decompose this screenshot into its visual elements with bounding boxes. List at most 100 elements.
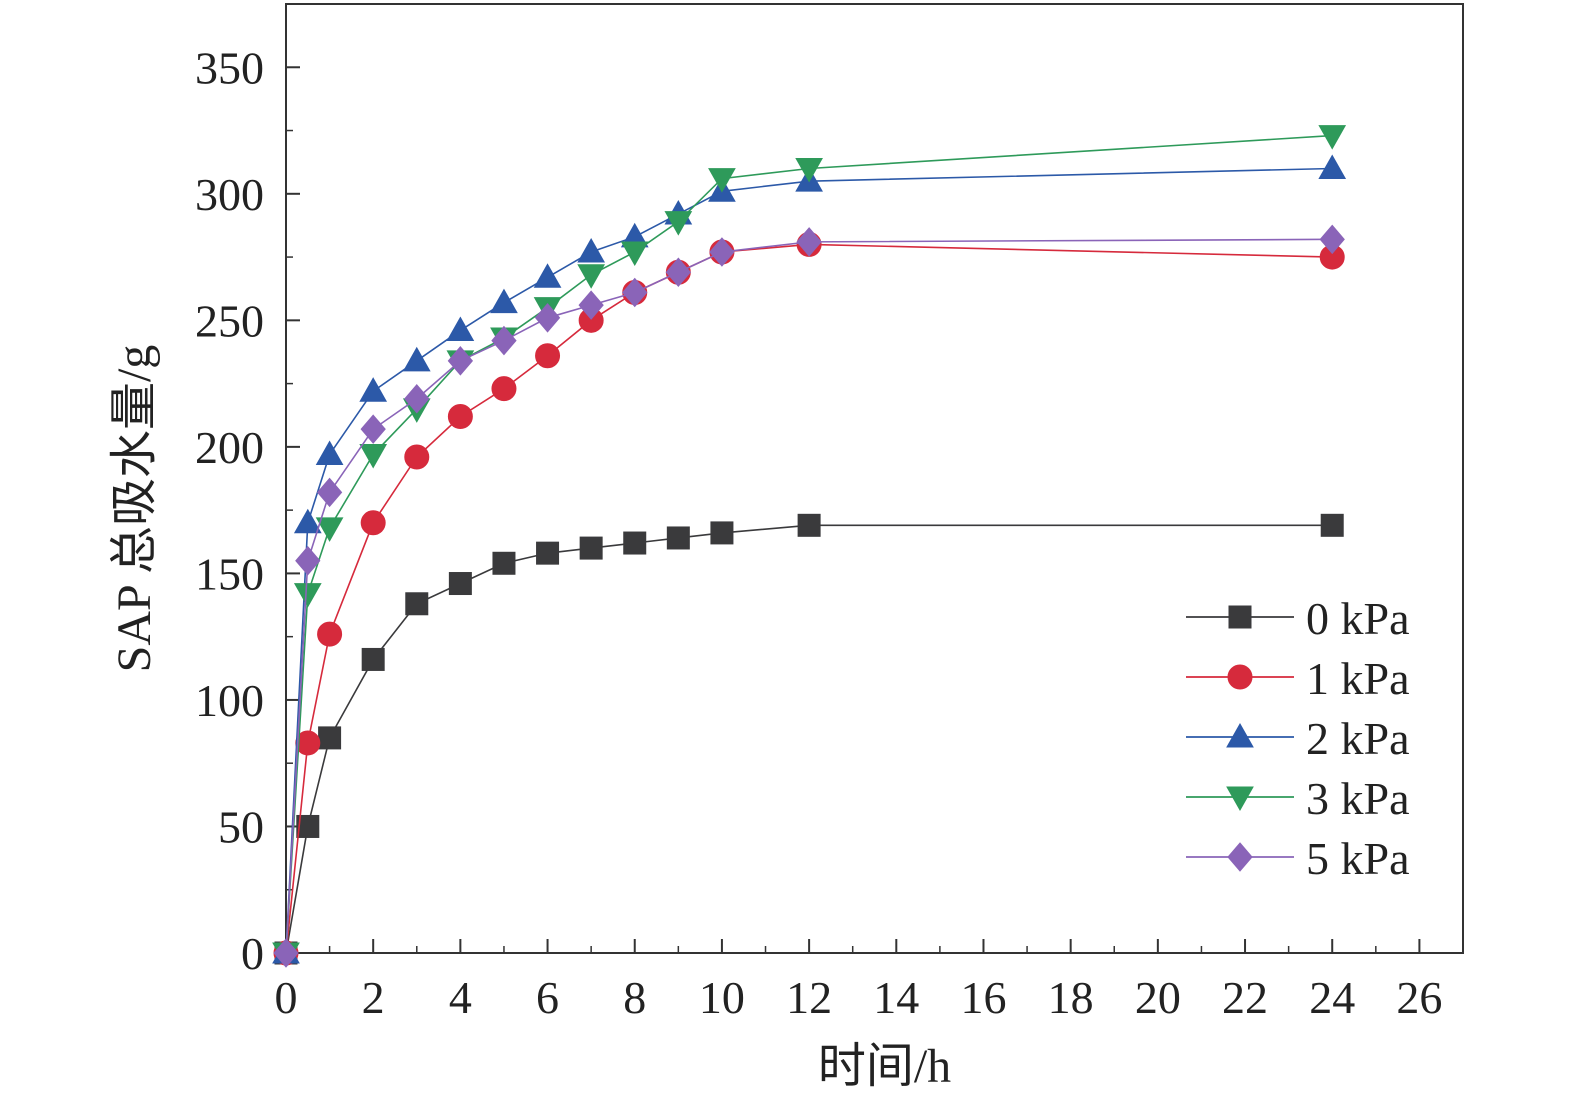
series-line	[285, 524, 1333, 954]
legend-entry: 2 kPa	[1186, 713, 1410, 764]
legend-entry: 5 kPa	[1186, 833, 1410, 884]
data-point	[359, 443, 388, 469]
legend-label: 1 kPa	[1306, 653, 1410, 704]
x-tick-label: 18	[1048, 972, 1094, 1023]
x-tick-label: 8	[623, 972, 646, 1023]
data-point	[446, 316, 475, 341]
x-axis-title: 时间/h	[818, 1040, 951, 1093]
data-point	[620, 241, 649, 267]
legend-marker	[1226, 786, 1254, 812]
data-point	[1318, 154, 1347, 179]
data-point	[447, 403, 473, 429]
y-tick-label: 200	[195, 422, 264, 473]
data-point	[296, 814, 320, 838]
data-point	[317, 621, 343, 647]
data-point	[579, 536, 603, 560]
x-tick-label: 10	[699, 972, 745, 1023]
data-point	[273, 938, 299, 968]
y-tick-label: 350	[195, 42, 264, 93]
x-tick-label: 6	[536, 972, 559, 1023]
y-tick-label: 300	[195, 169, 264, 220]
data-point	[402, 346, 431, 372]
data-point	[360, 414, 386, 444]
data-point	[666, 526, 690, 550]
series-0-kPa	[274, 513, 1344, 965]
data-point	[492, 551, 516, 575]
data-point	[795, 157, 823, 183]
legend-label: 5 kPa	[1306, 833, 1410, 884]
data-point	[710, 521, 734, 545]
data-point	[404, 444, 430, 470]
data-point	[534, 303, 561, 333]
data-point	[295, 730, 321, 756]
data-point	[448, 572, 472, 596]
data-point	[665, 257, 691, 288]
x-tick-label: 2	[362, 972, 385, 1023]
legend-marker	[1228, 605, 1252, 629]
y-tick-label: 250	[195, 295, 264, 346]
series-1-kPa	[273, 231, 1345, 966]
plot-frame	[285, 3, 1464, 954]
data-point	[293, 583, 322, 608]
data-point	[360, 510, 386, 536]
data-point	[318, 726, 342, 750]
data-point	[533, 263, 562, 288]
data-point	[536, 541, 560, 565]
data-point	[578, 290, 604, 320]
y-tick-label: 100	[195, 675, 264, 726]
legend-entry: 1 kPa	[1186, 653, 1410, 704]
y-axis-title: SAP 总吸水量/g	[108, 345, 161, 673]
data-point	[1320, 513, 1344, 537]
series-line	[285, 167, 1333, 954]
data-point	[622, 277, 648, 308]
legend-entry: 0 kPa	[1186, 593, 1410, 644]
data-point	[535, 343, 561, 369]
data-point	[577, 237, 606, 263]
x-tick-label: 16	[960, 972, 1006, 1023]
data-point	[447, 346, 474, 376]
data-point	[490, 288, 518, 314]
data-point	[664, 211, 693, 236]
data-point	[796, 227, 822, 257]
data-point	[797, 513, 821, 537]
data-point	[491, 376, 517, 402]
data-point	[295, 545, 321, 576]
data-point	[293, 508, 322, 534]
data-point	[577, 264, 606, 289]
series-line	[285, 243, 1333, 954]
legend-marker	[1227, 842, 1253, 872]
data-point	[405, 592, 429, 616]
y-tick-label: 150	[195, 548, 264, 599]
data-point	[708, 168, 736, 193]
data-point	[1319, 224, 1345, 255]
x-tick-label: 0	[275, 972, 298, 1023]
data-point	[316, 477, 343, 508]
x-tick-label: 24	[1309, 972, 1355, 1023]
data-point	[361, 647, 385, 671]
data-point	[315, 517, 344, 542]
legend-label: 3 kPa	[1306, 773, 1410, 824]
legend-entry: 3 kPa	[1186, 773, 1410, 824]
x-tick-label: 12	[786, 972, 832, 1023]
y-tick-label: 50	[218, 801, 264, 852]
series-2-kPa	[272, 154, 1347, 964]
data-point	[359, 377, 388, 402]
data-point	[315, 440, 344, 465]
legend-label: 0 kPa	[1306, 593, 1410, 644]
data-point	[623, 531, 647, 555]
y-tick-label: 0	[241, 928, 264, 979]
data-point	[404, 384, 430, 414]
series-line	[285, 134, 1333, 954]
series-5-kPa	[273, 224, 1345, 968]
x-tick-label: 22	[1222, 972, 1268, 1023]
x-tick-label: 26	[1396, 972, 1442, 1023]
legend-marker	[1227, 664, 1253, 690]
data-point	[1318, 125, 1347, 150]
x-tick-label: 4	[449, 972, 472, 1023]
legend-label: 2 kPa	[1306, 713, 1410, 764]
data-point	[709, 237, 735, 267]
x-tick-label: 14	[873, 972, 919, 1023]
data-point	[491, 325, 517, 356]
x-tick-label: 20	[1135, 972, 1181, 1023]
